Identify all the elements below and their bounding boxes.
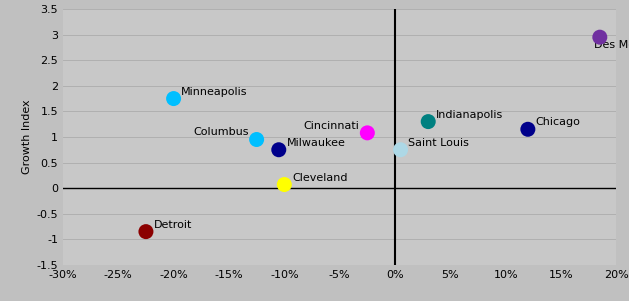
Point: [423, 119, 433, 124]
Point: [252, 137, 262, 142]
Text: Cleveland: Cleveland: [292, 173, 348, 183]
Point: [169, 96, 179, 101]
Text: Columbus: Columbus: [193, 127, 249, 138]
Y-axis label: Growth Index: Growth Index: [22, 100, 32, 174]
Text: Milwaukee: Milwaukee: [287, 138, 345, 148]
Point: [523, 127, 533, 132]
Point: [274, 147, 284, 152]
Point: [595, 35, 605, 39]
Text: Saint Louis: Saint Louis: [408, 138, 469, 148]
Text: Minneapolis: Minneapolis: [181, 86, 248, 97]
Text: Detroit: Detroit: [153, 220, 192, 230]
Text: Indianapolis: Indianapolis: [436, 110, 503, 119]
Text: Des Moines: Des Moines: [594, 40, 629, 50]
Text: Chicago: Chicago: [536, 117, 581, 127]
Point: [279, 182, 289, 187]
Point: [362, 130, 372, 135]
Point: [396, 147, 406, 152]
Text: Cincinnati: Cincinnati: [304, 121, 360, 131]
Point: [141, 229, 151, 234]
